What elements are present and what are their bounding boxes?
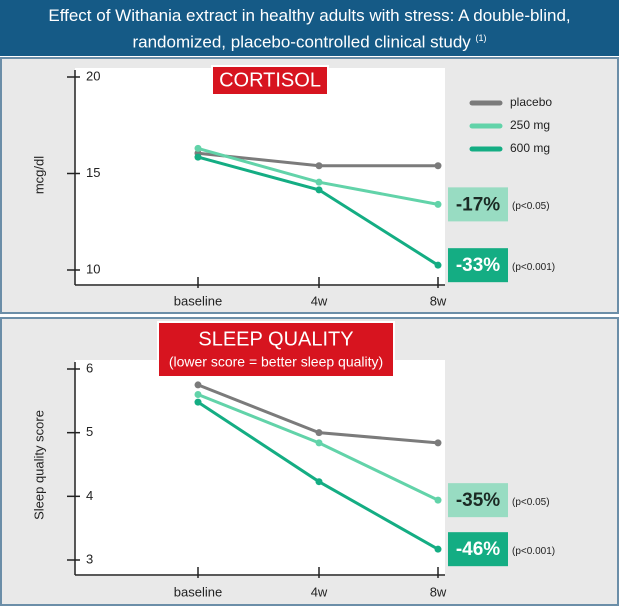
plot-area [75, 68, 445, 286]
data-point [194, 381, 202, 389]
x-tick-label: 8w [430, 584, 447, 599]
data-point [434, 545, 442, 553]
header-title: Effect of Withania extract in healthy ad… [48, 6, 571, 52]
legend-label: placebo [510, 95, 552, 109]
y-axis-label: mcg/dl [31, 156, 46, 194]
y-tick-label: 20 [86, 68, 100, 83]
annotation-box [448, 483, 508, 518]
annotation-label: -33% [456, 255, 500, 276]
annotation-note: (p<0.05) [512, 201, 550, 212]
legend-label: 600 mg [510, 141, 550, 155]
y-tick-label: 5 [86, 424, 93, 439]
data-point [194, 390, 202, 398]
x-tick-label: 8w [430, 293, 447, 308]
annotation-box [448, 187, 508, 222]
annotation-label: -17% [456, 194, 500, 215]
y-tick-label: 4 [86, 488, 93, 503]
y-tick-label: 15 [86, 165, 100, 180]
data-point [315, 478, 323, 486]
plot-area [75, 360, 445, 576]
title-box [211, 65, 329, 96]
x-tick-label: 4w [311, 293, 328, 308]
annotation-note: (p<0.05) [512, 497, 550, 508]
x-tick-label: baseline [174, 293, 222, 308]
annotation-box [448, 532, 508, 567]
data-point [315, 439, 323, 447]
data-point [194, 144, 202, 152]
title-box [157, 321, 395, 378]
data-point [315, 186, 323, 194]
annotation-note: (p<0.001) [512, 546, 555, 557]
annotation-label: -35% [456, 490, 500, 511]
data-point [434, 496, 442, 504]
data-point [434, 162, 442, 170]
annotation-box [448, 248, 508, 283]
header: Effect of Withania extract in healthy ad… [0, 0, 619, 56]
data-point [194, 153, 202, 161]
data-point [315, 178, 323, 186]
data-point [434, 200, 442, 208]
data-point [434, 261, 442, 269]
data-point [315, 429, 323, 437]
y-tick-label: 10 [86, 261, 100, 276]
chart-title: CORTISOL [219, 69, 321, 91]
chart-subtitle: (lower score = better sleep quality) [169, 354, 383, 370]
x-tick-label: 4w [311, 584, 328, 599]
annotation-note: (p<0.001) [512, 262, 555, 273]
data-point [194, 398, 202, 406]
y-tick-label: 3 [86, 551, 93, 566]
data-point [315, 162, 323, 170]
data-point [434, 439, 442, 447]
y-tick-label: 6 [86, 360, 93, 375]
x-tick-label: baseline [174, 584, 222, 599]
chart-title: SLEEP QUALITY [198, 328, 353, 350]
header-note: (1) [475, 33, 487, 43]
y-axis-label: Sleep quality score [31, 410, 46, 520]
annotation-label: -46% [456, 539, 500, 560]
legend-label: 250 mg [510, 118, 550, 132]
